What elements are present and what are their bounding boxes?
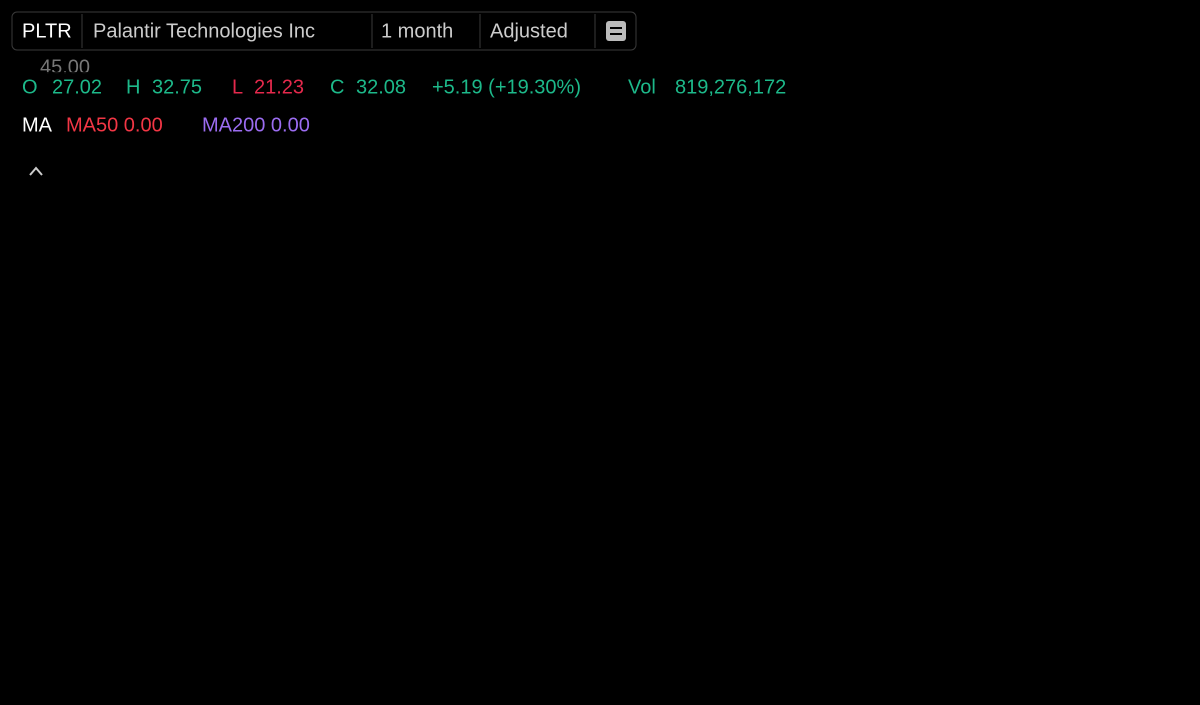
- ohlc-label: O: [22, 76, 38, 98]
- menu-icon[interactable]: [606, 21, 626, 41]
- ohlc-label: C: [330, 76, 344, 98]
- indicator: MA50 0.00: [66, 114, 163, 136]
- interval[interactable]: 1 month: [381, 20, 453, 42]
- indicator: MA200 0.00: [202, 114, 310, 136]
- adjustment[interactable]: Adjusted: [490, 20, 568, 42]
- change: +5.19 (+19.30%): [432, 76, 581, 98]
- ma-title: MA: [22, 114, 53, 136]
- symbol[interactable]: PLTR: [22, 20, 72, 42]
- ohlc-value: 21.23: [254, 76, 304, 98]
- ohlc-label: L: [232, 76, 243, 98]
- company-name[interactable]: Palantir Technologies Inc: [93, 20, 315, 42]
- ohlc-value: 32.08: [356, 76, 406, 98]
- ohlc-value: 27.02: [52, 76, 102, 98]
- ohlc-label: H: [126, 76, 140, 98]
- overlay-layer: 45.00 PLTR Palantir Technologies Inc 1 m…: [11, 11, 817, 176]
- collapse-caret[interactable]: [29, 166, 43, 176]
- ohlc-value: 32.75: [152, 76, 202, 98]
- menu-icon-bg: [606, 21, 626, 41]
- ohlc-backdrop: [12, 72, 817, 104]
- volume-title: Vol: [628, 76, 656, 98]
- volume-value: 819,276,172: [675, 76, 786, 98]
